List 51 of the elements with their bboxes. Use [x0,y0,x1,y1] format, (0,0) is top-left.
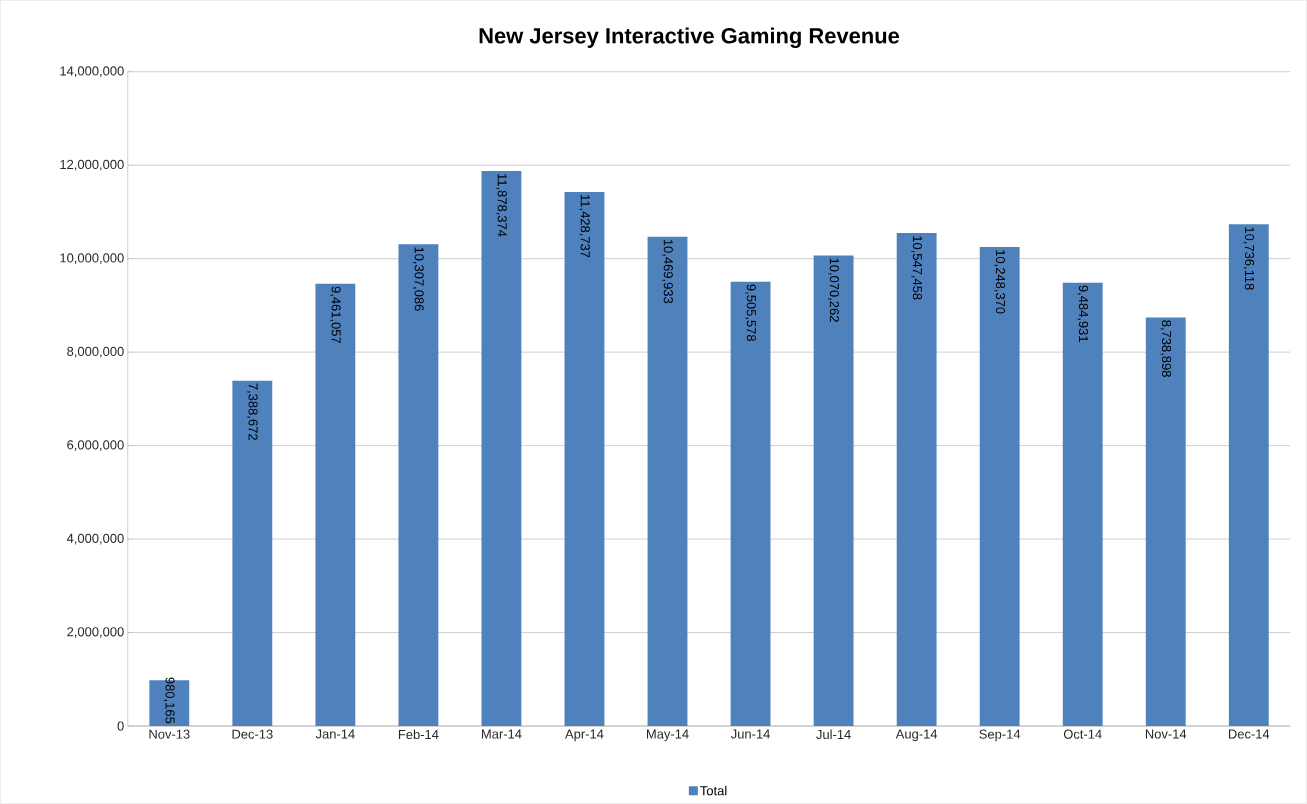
data-label: 7,388,672 [246,383,258,440]
bar [564,192,605,727]
data-label: 8,738,898 [1160,320,1172,377]
y-tick-label: 2,000,000 [67,627,124,639]
bar [1145,317,1186,727]
x-tick-label: Sep-14 [979,729,1021,742]
x-tick-label: Apr-14 [565,729,604,742]
data-label: 9,484,931 [1077,285,1089,343]
x-tick-label: Jun-14 [730,729,770,739]
x-tick-label: Oct-14 [1063,729,1102,739]
bar [896,233,937,727]
x-tick-label: Mar-14 [481,729,522,739]
y-tick-label: 0 [117,721,124,731]
bar [730,281,771,727]
data-label: 10,736,118 [1243,227,1255,290]
x-tick-label: Jul-14 [816,729,851,740]
data-label: 9,505,578 [745,284,756,342]
y-tick-label: 10,000,000 [60,253,124,265]
bar [1062,282,1103,727]
y-tick-label: 14,000,000 [60,66,124,78]
x-tick-label: May-14 [646,729,689,742]
legend-label: Total [700,785,727,796]
y-tick-label: 8,000,000 [67,346,124,358]
data-label: 10,307,086 [413,247,424,311]
x-tick-label: Nov-14 [1145,729,1187,739]
data-label: 10,469,933 [662,240,673,304]
data-label: 10,070,262 [828,258,839,322]
bar [979,247,1020,727]
y-tick-label: 4,000,000 [66,533,124,545]
chart-title: New Jersey Interactive Gaming Revenue [479,27,900,49]
x-tick-label: Nov-13 [149,729,190,739]
bar [647,236,688,727]
bar [398,244,439,727]
y-tick-label: 6,000,000 [67,440,124,452]
bar [813,255,854,727]
x-tick-label: Aug-14 [895,729,938,742]
bar [232,380,273,727]
data-label: 9,461,057 [330,286,341,344]
data-label: 10,248,370 [994,250,1006,314]
bar [481,170,522,727]
data-label: 980,165 [163,677,175,724]
y-tick-label: 12,000,000 [60,159,124,171]
x-tick-label: Feb-14 [398,729,439,740]
x-tick-label: Dec-13 [232,729,273,739]
data-label: 11,428,737 [579,195,590,258]
bar [315,283,356,727]
x-tick-label: Jan-14 [315,729,355,739]
bar [1228,224,1269,727]
x-tick-label: Dec-14 [1228,729,1270,739]
data-label: 10,547,458 [911,236,922,300]
data-label: 11,878,374 [496,174,507,237]
